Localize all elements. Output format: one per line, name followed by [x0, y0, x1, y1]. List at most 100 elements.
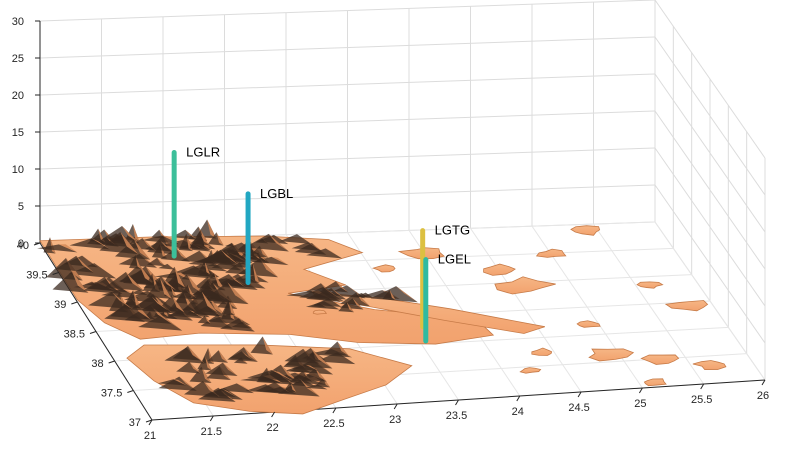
y-tick-mark	[108, 360, 115, 364]
mountain-shade	[315, 352, 356, 365]
mountain-shade	[171, 229, 197, 240]
grid-line	[39, 0, 656, 22]
x-tick-label: 21.5	[201, 426, 222, 438]
grid-line	[39, 73, 656, 96]
mountain-face	[94, 263, 117, 279]
mountain-face	[271, 256, 289, 266]
mountain-face	[204, 260, 210, 275]
mountain-shade	[244, 233, 289, 252]
mountain-face	[174, 266, 185, 288]
island	[664, 300, 709, 312]
mountain-face	[305, 364, 319, 371]
z-tick-label: 5	[18, 201, 24, 213]
x-tick-label: 26	[757, 390, 769, 402]
mountain-face	[389, 289, 396, 301]
grid-line	[39, 36, 656, 59]
mountain-shade	[166, 308, 204, 319]
x-tick-mark	[332, 407, 337, 414]
mountain-face	[173, 379, 187, 386]
mountain-shade	[305, 384, 328, 390]
mountain-shade	[83, 276, 123, 294]
station-label: LGTG	[435, 223, 470, 238]
mountain-face	[208, 296, 227, 317]
mountain-face	[296, 234, 312, 244]
island	[531, 347, 553, 356]
mountain-face	[259, 245, 269, 258]
mountain-face	[201, 291, 218, 313]
mountain-face	[206, 242, 216, 250]
mountain-shade	[284, 378, 327, 385]
mountain-face	[262, 336, 273, 355]
mountain-shade	[306, 248, 343, 259]
mountain-face	[346, 301, 354, 313]
z-tick-label: 15	[12, 127, 24, 139]
mountain-face	[242, 321, 253, 329]
mountain-face	[274, 382, 292, 394]
y-tick-mark	[145, 419, 153, 423]
mountain-face	[135, 254, 141, 269]
mountain-shade	[370, 286, 418, 303]
mountain-face	[323, 287, 344, 301]
island	[312, 309, 327, 315]
mountain-face	[160, 244, 167, 259]
x-tick-mark	[271, 411, 276, 418]
mountain-shade	[247, 369, 293, 381]
mountain-face	[228, 299, 236, 316]
x-tick-mark	[455, 399, 459, 406]
mountain-shade	[52, 271, 89, 293]
mountain-shade	[251, 256, 289, 266]
mountain-face	[228, 274, 246, 288]
mountain-shade	[99, 231, 139, 255]
mountain-face	[189, 361, 201, 374]
y-tick-mark	[52, 272, 59, 275]
mountain-face	[104, 276, 123, 294]
y-tick-label: 37.5	[101, 388, 122, 400]
mountain-face	[157, 257, 166, 267]
mountain-face	[201, 366, 212, 384]
mountain-face	[300, 379, 320, 397]
mountain-shade	[69, 238, 111, 250]
island	[576, 320, 601, 328]
mountain-face	[216, 232, 224, 246]
mountain-shade	[37, 244, 78, 253]
grid-line	[654, 36, 766, 196]
y-tick-label: 38.5	[64, 329, 85, 341]
mountain-face	[328, 298, 342, 308]
mountain-face	[170, 286, 177, 298]
mountain-shade	[291, 242, 322, 251]
mountain-shade	[217, 254, 232, 260]
mountain-face	[91, 238, 111, 250]
mountain-shade	[197, 315, 212, 324]
tick-labels: 21 21.5 22 22.5 23 23.5 24 24.5 25 25.5 26 37 37.5 38…	[12, 16, 769, 442]
x-tick-label: 24.5	[568, 402, 589, 414]
mountain-face	[268, 233, 289, 252]
grid-line	[654, 110, 766, 270]
mountain-face	[139, 253, 158, 268]
mountain-shade	[352, 293, 369, 298]
mountain-face	[187, 274, 204, 295]
y-tick-label: 39.5	[26, 270, 47, 282]
mountain-face	[106, 237, 117, 246]
mountain-face	[185, 229, 197, 240]
mountain-face	[134, 239, 151, 260]
x-tick-label: 24	[512, 406, 524, 418]
mountain-face	[241, 351, 253, 361]
z-tick-label: 0	[18, 238, 24, 250]
mountain-face	[179, 376, 197, 391]
mountain-shade	[205, 362, 238, 376]
mountain-shade	[146, 257, 166, 267]
island	[640, 354, 680, 365]
z-tick-label: 10	[12, 164, 24, 176]
mountain-face	[252, 263, 260, 284]
y-tick-label: 40	[17, 240, 29, 252]
grid-line	[39, 147, 656, 170]
mountain-face	[315, 368, 327, 382]
mountain-shade	[231, 321, 253, 329]
mountain-face	[205, 356, 212, 371]
mountain-face	[204, 315, 212, 324]
x-tick-mark	[148, 419, 153, 426]
mountain-face	[224, 254, 232, 260]
mountain-face	[200, 229, 211, 251]
mountain-face	[221, 388, 237, 398]
mountain-face	[365, 292, 374, 299]
